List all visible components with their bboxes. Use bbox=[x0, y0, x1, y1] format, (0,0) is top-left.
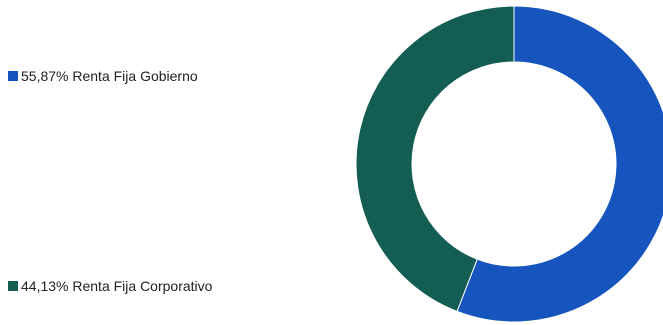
legend-item-renta-fija-corporativo: 44,13% Renta Fija Corporativo bbox=[8, 278, 212, 294]
legend-swatch-gobierno bbox=[8, 71, 18, 81]
legend-label-corporativo: 44,13% Renta Fija Corporativo bbox=[21, 278, 213, 294]
legend-swatch-corporativo bbox=[8, 281, 18, 291]
legend-label-gobierno: 55,87% Renta Fija Gobierno bbox=[21, 68, 198, 84]
donut-slice-renta-fija-corporativo bbox=[355, 5, 515, 313]
donut-slice-renta-fija-gobierno bbox=[456, 5, 663, 323]
legend-item-renta-fija-gobierno: 55,87% Renta Fija Gobierno bbox=[8, 68, 198, 84]
